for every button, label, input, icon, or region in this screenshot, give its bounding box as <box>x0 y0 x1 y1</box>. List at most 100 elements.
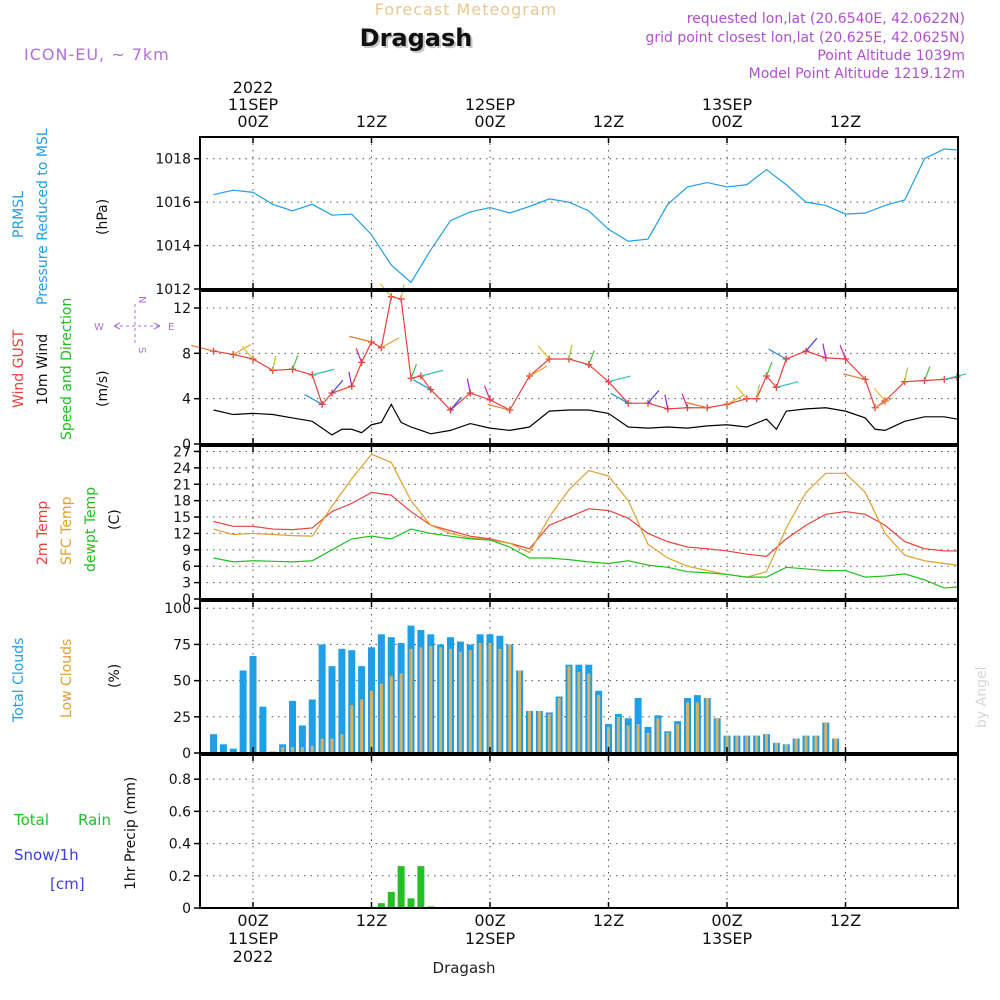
pressure-unit: (hPa) <box>95 199 111 235</box>
precip-labels: Total Rain Snow/1h [cm] 1hr Precip (mm) <box>13 777 139 893</box>
low-cloud-bar <box>765 734 768 753</box>
temp-ytick-label: 0 <box>182 592 191 608</box>
precip-bar <box>407 898 415 908</box>
wind-arrow <box>466 378 471 394</box>
wind-series-point <box>743 395 751 403</box>
requested-coords: requested lon,lat (20.6540E, 42.0622N) <box>687 11 965 27</box>
wind-arrow <box>412 379 432 391</box>
clouds-ytick-label: 100 <box>164 601 191 617</box>
total-cloud-bar <box>259 706 267 753</box>
bottom-time-label: 00Z <box>711 911 742 930</box>
low-cloud-bar <box>458 651 462 753</box>
wind-arrow <box>588 350 595 365</box>
low-clouds-label: Low Clouds <box>59 639 75 718</box>
low-cloud-bar <box>518 670 522 753</box>
cloud-labels: Total Clouds Low Clouds (%) <box>11 638 123 723</box>
total-cloud-bar <box>308 699 316 753</box>
wind-arrow <box>822 343 827 358</box>
total-clouds-label: Total Clouds <box>11 638 27 723</box>
low-cloud-bar <box>676 724 680 753</box>
temp-series-line <box>213 453 958 578</box>
pressure-label-2: Pressure Reduced to MSL <box>35 128 51 305</box>
low-cloud-bar <box>725 735 729 753</box>
total-cloud-bar <box>298 725 306 753</box>
total-cloud-bar <box>249 656 257 753</box>
low-cloud-bar <box>636 724 640 753</box>
wind-arrow <box>874 397 893 409</box>
low-cloud-bar <box>804 735 808 753</box>
compass-icon: N S W E <box>94 296 174 353</box>
precip-bar <box>397 866 405 908</box>
wind-ytick-label: 8 <box>182 346 191 362</box>
clouds-ytick-label: 75 <box>173 637 191 653</box>
low-cloud-bar <box>824 722 828 753</box>
wind-arrow <box>529 365 548 377</box>
wind-arrow <box>331 379 344 394</box>
low-cloud-bar <box>745 735 749 753</box>
temp-ytick-label: 18 <box>173 494 191 510</box>
low-cloud-bar <box>320 738 324 753</box>
low-cloud-bar <box>814 735 818 753</box>
precip-frame <box>199 754 959 909</box>
footer-location: Dragash <box>433 959 496 977</box>
total-cloud-bar <box>338 648 346 753</box>
temp-ytick-label: 3 <box>182 576 191 592</box>
wind-series-point <box>802 347 810 355</box>
bottom-time-label: 12Z <box>593 911 624 930</box>
low-cloud-bar <box>774 742 778 753</box>
low-cloud-bar <box>794 738 798 753</box>
data-layer <box>191 148 967 909</box>
bottom-time-label: 12Z <box>356 911 387 930</box>
low-cloud-bar <box>498 648 502 753</box>
wind-arrow <box>568 344 573 360</box>
subtitle: Forecast Meteogram <box>375 0 557 19</box>
low-cloud-bar <box>616 716 620 753</box>
precip-bar <box>417 866 425 908</box>
wind-arrow <box>647 389 660 404</box>
wind-arrow <box>304 393 323 405</box>
temp-series-line <box>213 491 957 558</box>
temp-ytick-label: 21 <box>173 477 191 493</box>
wind-arrow <box>735 385 748 400</box>
wind-arrow <box>608 375 631 383</box>
total-cloud-bar <box>318 644 326 753</box>
total-cloud-bar <box>229 748 237 753</box>
low-cloud-bar <box>547 713 551 753</box>
wind-arrow <box>776 381 799 388</box>
low-cloud-bar <box>834 738 838 753</box>
wind-series-point <box>585 361 593 369</box>
wind-arrow <box>805 337 818 352</box>
pressure-labels: PRMSL Pressure Reduced to MSL (hPa) <box>11 128 111 305</box>
low-cloud-bar <box>291 747 294 753</box>
wind-arrow <box>348 371 353 387</box>
low-cloud-bar <box>686 702 689 753</box>
wind-arrow <box>232 344 252 355</box>
wind-arrow <box>381 337 400 349</box>
frame-layer <box>199 136 959 909</box>
wind-arrow <box>726 393 745 405</box>
temp-ytick-label: 6 <box>182 559 191 575</box>
temp-ytick-label: 27 <box>173 444 191 460</box>
low-cloud-bar <box>389 676 393 753</box>
snow-label: Snow/1h <box>14 846 79 864</box>
temp-unit: (C) <box>107 509 123 530</box>
low-cloud-bar <box>646 732 650 753</box>
wind-arrow <box>355 348 363 363</box>
wind-unit: (m/s) <box>95 370 111 407</box>
wind-ytick-label: 12 <box>173 301 191 317</box>
wind-series-line <box>213 295 958 411</box>
low-cloud-bar <box>666 732 670 753</box>
temp-ytick-label: 24 <box>173 461 191 477</box>
low-cloud-bar <box>340 734 344 753</box>
temp-frame <box>199 445 959 600</box>
low-cloud-bar <box>528 711 531 753</box>
low-cloud-bar <box>537 711 541 753</box>
pressure-frame <box>199 136 959 290</box>
low-cloud-bar <box>370 690 373 753</box>
total-cloud-bar <box>239 670 247 753</box>
wind-arrow <box>839 344 847 360</box>
low-cloud-bar <box>468 650 472 753</box>
total-label: Total <box>13 811 49 829</box>
wind-arrow <box>904 367 909 382</box>
